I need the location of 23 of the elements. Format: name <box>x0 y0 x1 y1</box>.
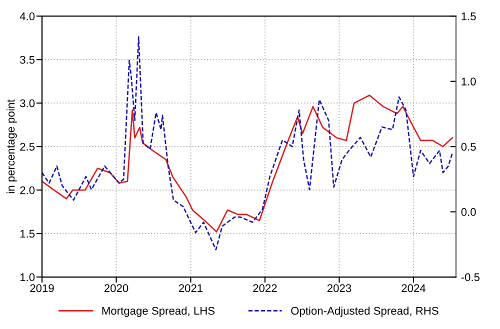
x-tick-label: 2024 <box>402 284 426 292</box>
x-tick-label: 2021 <box>178 284 203 292</box>
y2-tick-label: -0.5 <box>461 273 480 282</box>
legend-label: Mortgage Spread, LHS <box>102 306 215 317</box>
x-tick-label: 2020 <box>104 284 128 292</box>
y-tick-label: 2.0 <box>20 186 35 194</box>
y2-tick-label: 0.5 <box>461 142 476 151</box>
x-tick-label: 2019 <box>30 284 54 292</box>
y2-tick-label: 1.0 <box>462 78 476 86</box>
line-series <box>42 36 454 250</box>
line-series <box>42 94 454 232</box>
y-tick-label: 1.0 <box>20 273 35 282</box>
y-tick-label: 3.0 <box>20 99 35 108</box>
y2-tick-label: 1.5 <box>462 12 476 20</box>
y-axis-title: in percentage point <box>6 99 17 194</box>
legend-label: Option-Adjusted Spread, RHS <box>291 306 438 317</box>
y-tick-label: 3.5 <box>20 56 35 64</box>
y-tick-label: 2.5 <box>20 142 35 151</box>
y-tick-label: 4.0 <box>20 12 35 20</box>
y2-tick-label: 0.0 <box>461 208 476 216</box>
x-tick-label: 2022 <box>253 284 277 292</box>
x-tick-label: 2023 <box>327 284 352 292</box>
y-tick-label: 1.5 <box>20 230 35 238</box>
